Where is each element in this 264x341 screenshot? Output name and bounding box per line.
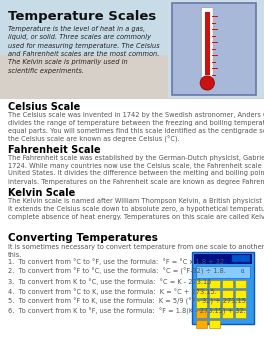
Bar [196, 266, 250, 278]
Text: 6.  To convert from K to °F, use the formula:  °F = 1.8(K - 273.15) + 32.: 6. To convert from K to °F, use the form… [8, 308, 246, 315]
Bar [209, 280, 220, 288]
FancyBboxPatch shape [201, 8, 213, 78]
Text: 0.: 0. [241, 269, 245, 274]
Text: It is sometimes necessary to convert temperature from one scale to another. Here: It is sometimes necessary to convert tem… [8, 244, 264, 258]
Text: Celsius Scale: Celsius Scale [8, 102, 80, 112]
Text: 5.  To convert from °F to K, use the formula:  K = 5/9 (°F - 32) + 273.15.: 5. To convert from °F to K, use the form… [8, 298, 248, 305]
Bar [222, 280, 233, 288]
Text: Temperature is the level of heat in a gas,
liquid, or solid. Three scales are co: Temperature is the level of heat in a ga… [8, 26, 160, 74]
Bar [0, 55, 168, 98]
Bar [196, 300, 207, 308]
Bar [172, 3, 256, 95]
Bar [209, 300, 220, 308]
Bar [196, 290, 207, 298]
Text: 2.  To convert from °F to °C, use the formula:  °C = (°F-32) ÷ 1.8.: 2. To convert from °F to °C, use the for… [8, 268, 226, 275]
Text: Converting Temperatures: Converting Temperatures [8, 233, 158, 243]
Bar [222, 300, 233, 308]
Text: Temperature Scales: Temperature Scales [8, 10, 156, 23]
Text: The Celsius scale was invented in 1742 by the Swedish astronomer, Anders Celsius: The Celsius scale was invented in 1742 b… [8, 112, 264, 143]
Bar [232, 255, 250, 262]
Bar [0, 0, 264, 98]
Bar [0, 0, 168, 55]
Bar [222, 310, 233, 318]
Text: 4.  To convert from °C to K, use the formula:  K = °C + 273.15.: 4. To convert from °C to K, use the form… [8, 288, 217, 295]
Bar [196, 280, 207, 288]
Bar [209, 320, 220, 328]
Bar [196, 320, 207, 328]
Text: Kelvin Scale: Kelvin Scale [8, 188, 75, 198]
Text: The Kelvin scale is named after William Thompson Kelvin, a British physicist who: The Kelvin scale is named after William … [8, 198, 264, 220]
Bar [205, 12, 210, 75]
Bar [222, 290, 233, 298]
Bar [235, 290, 246, 298]
Circle shape [200, 76, 214, 90]
Text: 3.  To convert from K to °C, use the formula:  °C = K - 273.15: 3. To convert from K to °C, use the form… [8, 278, 211, 285]
Text: Fahrenheit Scale: Fahrenheit Scale [8, 145, 101, 155]
Bar [192, 252, 254, 324]
Bar [196, 310, 207, 318]
Text: The Fahrenheit scale was established by the German-Dutch physicist, Gabriel Dani: The Fahrenheit scale was established by … [8, 155, 264, 186]
Bar [235, 280, 246, 288]
Bar [209, 290, 220, 298]
Text: 1.  To convert from °C to °F, use the formula:  °F = °C x 1.8 + 32.: 1. To convert from °C to °F, use the for… [8, 258, 226, 265]
Bar [235, 300, 246, 308]
Bar [209, 310, 220, 318]
Bar [194, 254, 252, 264]
Bar [235, 310, 246, 318]
